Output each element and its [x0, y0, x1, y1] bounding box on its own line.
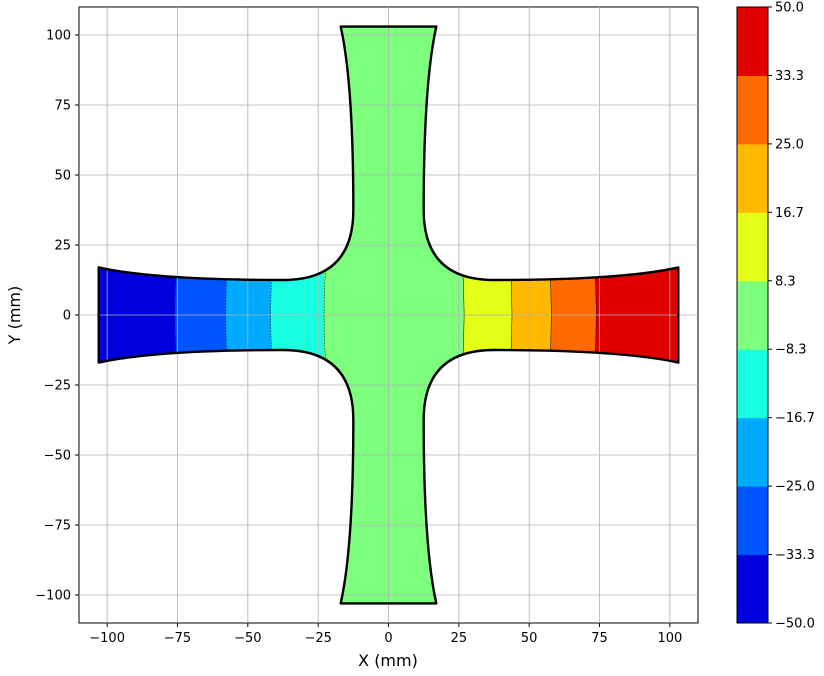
- colorbar: −50.0 −33.3 −25.0 −16.7 −8.3 8.3 16.7 25.0 33.3 5…: [736, 1, 815, 632]
- x-tick-label: 100: [657, 631, 682, 646]
- colorbar-segment: [737, 349, 768, 419]
- colorbar-tick-label: −33.3: [775, 548, 815, 563]
- x-tick-label: 50: [521, 631, 538, 646]
- y-tick-label: 25: [54, 239, 71, 254]
- y-tick-label: −25: [44, 379, 71, 394]
- grid: [79, 7, 698, 623]
- colorbar-segment: [737, 143, 768, 213]
- x-tick-label: 25: [451, 631, 468, 646]
- colorbar-tick-label: −25.0: [775, 480, 815, 495]
- colorbar-tick-label: 25.0: [775, 137, 804, 152]
- colorbar-frame: [736, 6, 769, 624]
- colorbar-tick-label: 16.7: [775, 206, 804, 221]
- y-tick-label: −50: [44, 449, 71, 464]
- x-tick-label: −50: [234, 631, 261, 646]
- y-tick-label: 50: [54, 169, 71, 184]
- specimen-outline: [97, 25, 680, 605]
- x-axis: −100 −75 −50 −25 0 25 50 75 100: [89, 623, 682, 646]
- y-tick-label: −75: [44, 519, 71, 534]
- y-tick-label: 75: [54, 99, 71, 114]
- colorbar-segment: [737, 212, 768, 282]
- colorbar-segment: [737, 75, 768, 145]
- colorbar-tick-label: −8.3: [775, 343, 807, 358]
- colorbar-segment: [737, 417, 768, 487]
- y-tick-label: 0: [63, 309, 71, 324]
- x-tick-label: −25: [304, 631, 331, 646]
- x-tick-label: 0: [384, 631, 392, 646]
- colorbar-tick-label: 50.0: [775, 1, 804, 16]
- y-tick-label: −100: [35, 589, 71, 604]
- colorbar-segment: [737, 554, 768, 624]
- colorbar-segment: [737, 280, 768, 350]
- x-axis-label: X (mm): [358, 651, 418, 670]
- colorbar-segment: [737, 7, 768, 76]
- y-tick-label: 100: [46, 29, 71, 44]
- colorbar-tick-label: 8.3: [775, 274, 796, 289]
- x-tick-label: −100: [89, 631, 125, 646]
- x-tick-label: 75: [591, 631, 608, 646]
- colorbar-tick-label: 33.3: [775, 69, 804, 84]
- colorbar-segment: [737, 486, 768, 556]
- y-axis-label: Y (mm): [5, 286, 24, 346]
- colorbar-tick-label: −16.7: [775, 411, 815, 426]
- colorbar-tick-label: −50.0: [775, 617, 815, 632]
- x-tick-label: −75: [164, 631, 191, 646]
- y-axis: −100 −75 −50 −25 0 25 50 75 100: [35, 29, 79, 604]
